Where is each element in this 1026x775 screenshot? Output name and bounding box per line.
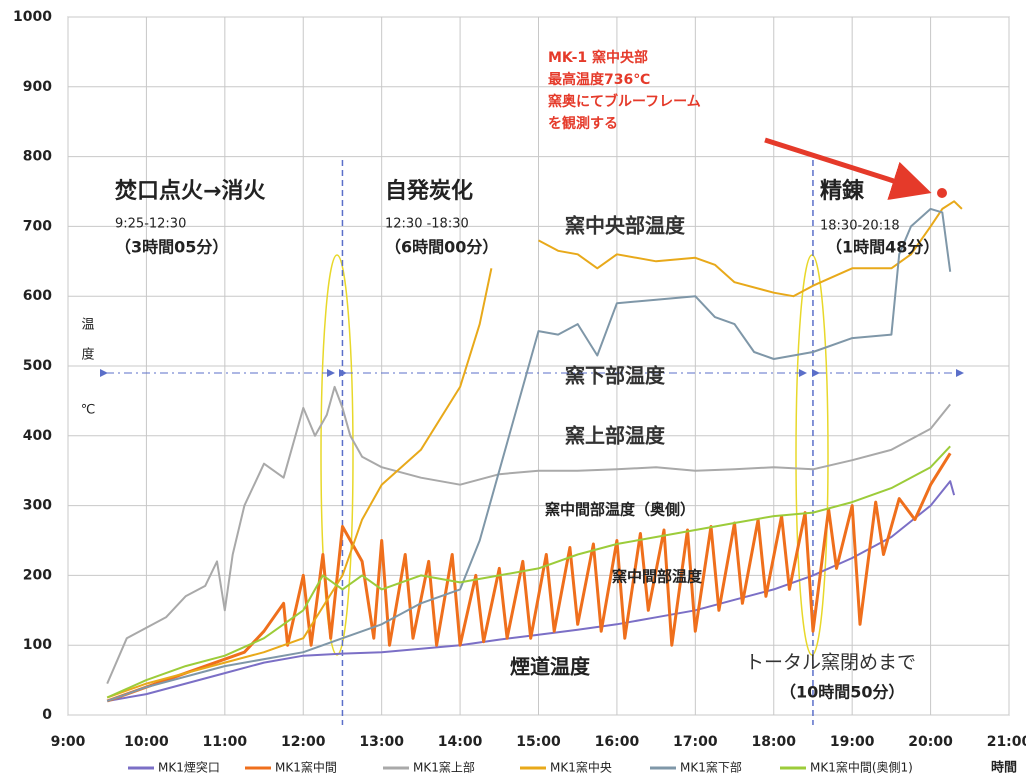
annotation: 最高温度736℃ — [548, 71, 650, 88]
x-tick-label: 13:00 — [359, 734, 404, 750]
x-tick-label: 15:00 — [516, 734, 561, 750]
annotation: 18:30-20:18 — [820, 219, 900, 234]
y-tick-label: 200 — [23, 567, 52, 583]
y-tick-label: 600 — [23, 288, 52, 304]
annotation: （1時間48分） — [826, 238, 939, 257]
annotation: 自発炭化 — [385, 178, 473, 204]
legend-label: MK1窯上部 — [413, 760, 475, 775]
series-line — [106, 445, 951, 699]
x-tick-label: 19:00 — [830, 734, 875, 750]
series-line — [107, 480, 956, 702]
annotation: （6時間00分） — [385, 238, 498, 257]
annotation: 窯下部温度 — [565, 364, 666, 388]
y-tick-label: 0 — [42, 707, 52, 723]
y-tick-label: 900 — [23, 79, 52, 95]
annotation: 煙道温度 — [510, 655, 591, 679]
legend-label: MK1窯中間 — [275, 760, 337, 775]
legend-label: MK1窯下部 — [680, 760, 742, 775]
y-tick-label: 800 — [23, 149, 52, 165]
x-tick-label: 12:00 — [281, 734, 326, 750]
highlight-ellipse — [795, 254, 829, 656]
y-tick-label: 1000 — [13, 9, 52, 25]
y-tick-label: 500 — [23, 358, 52, 374]
x-tick-label: 21:00 — [987, 734, 1026, 750]
series-line — [106, 207, 952, 702]
series-line — [106, 452, 952, 703]
legend-label: MK1煙突口 — [158, 760, 220, 775]
highlight-ellipse — [320, 254, 354, 656]
annotation: 窯中央部温度 — [565, 214, 686, 238]
x-tick-label: 16:00 — [595, 734, 640, 750]
peak-marker — [937, 188, 947, 198]
legend-label: MK1窯中央 — [550, 760, 612, 775]
x-axis-label: 時間 — [991, 760, 1017, 775]
series-line — [106, 200, 963, 699]
x-tick-label: 9:00 — [51, 734, 86, 750]
annotation: 窯中間部温度 — [612, 568, 703, 586]
y-axis-label: 度 — [81, 347, 94, 363]
y-tick-label: 100 — [23, 637, 52, 653]
callout-arrow — [764, 137, 932, 200]
y-tick-label: 300 — [23, 498, 52, 514]
y-tick-label: 700 — [23, 218, 52, 234]
annotation: を観測する — [548, 115, 618, 132]
annotation: トータル窯閉めまで — [745, 652, 916, 674]
x-tick-label: 18:00 — [751, 734, 796, 750]
legend-label: MK1窯中間(奥側1) — [810, 760, 913, 775]
annotation: （10時間50分） — [780, 683, 905, 702]
annotation: 12:30 -18:30 — [385, 217, 469, 232]
annotation: 窯中間部温度（奥側） — [545, 501, 695, 519]
annotation: MK-1 窯中央部 — [548, 49, 648, 66]
annotation: 焚口点火→消火 — [115, 178, 265, 204]
series-line — [106, 385, 951, 684]
y-axis-label: ℃ — [81, 403, 96, 418]
annotation: 窯上部温度 — [565, 424, 666, 448]
annotation: 窯奥にてブルーフレーム — [548, 93, 701, 110]
x-tick-label: 20:00 — [908, 734, 953, 750]
annotation: 9:25-12:30 — [115, 217, 186, 232]
annotation: 精錬 — [820, 178, 865, 204]
x-tick-label: 17:00 — [673, 734, 718, 750]
y-tick-label: 400 — [23, 428, 52, 444]
x-tick-label: 14:00 — [438, 734, 483, 750]
annotation: （3時間05分） — [115, 238, 228, 257]
y-axis-label: 温 — [81, 318, 94, 333]
x-tick-label: 10:00 — [124, 734, 169, 750]
x-tick-label: 11:00 — [203, 734, 248, 750]
